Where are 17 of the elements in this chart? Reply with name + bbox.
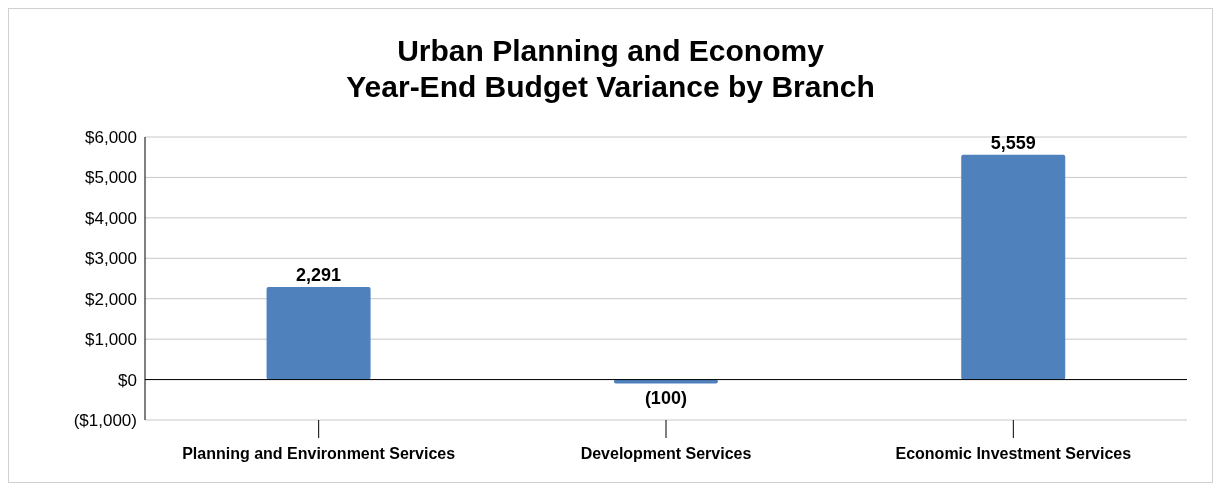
y-tick-label: $3,000 xyxy=(85,249,137,269)
y-tick-label: ($1,000) xyxy=(73,411,137,431)
x-tick-label: Development Services xyxy=(580,445,752,463)
data-label: 5,559 xyxy=(990,132,1036,153)
chart-title: Urban Planning and Economy Year-End Budget Variance by Branch xyxy=(345,33,876,105)
x-tick-label: Planning and Environment Services xyxy=(182,445,456,463)
data-label: 2,291 xyxy=(296,264,342,285)
x-tick-label: Economic Investment Services xyxy=(895,445,1132,463)
y-tick-label: $6,000 xyxy=(85,128,137,148)
data-label: (100) xyxy=(644,387,687,408)
y-tick-label: $4,000 xyxy=(85,208,137,228)
y-tick-label: $5,000 xyxy=(85,168,137,188)
bar xyxy=(266,286,371,380)
y-tick-label: $0 xyxy=(118,370,137,390)
y-tick-label: $1,000 xyxy=(85,330,137,350)
y-tick-label: $2,000 xyxy=(85,289,137,309)
bar xyxy=(961,154,1066,380)
